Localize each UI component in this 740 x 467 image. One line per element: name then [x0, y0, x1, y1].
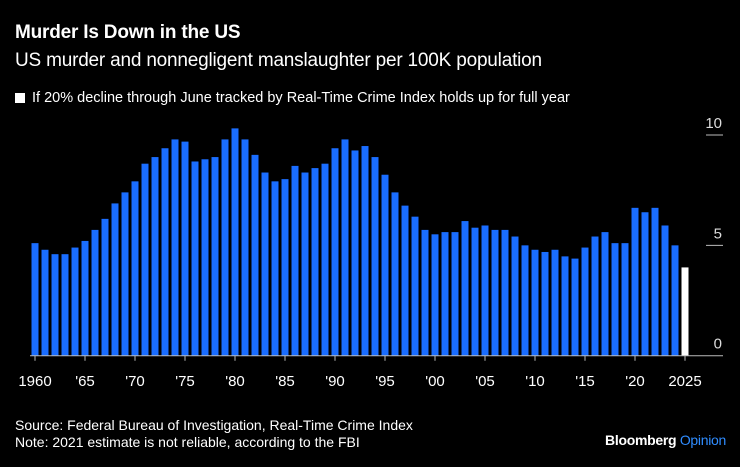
chart-subtitle: US murder and nonnegligent manslaughter … — [15, 50, 542, 71]
bar — [541, 251, 549, 356]
y-tick-label: 5 — [714, 225, 722, 242]
legend: If 20% decline through June tracked by R… — [15, 90, 570, 106]
bar — [281, 179, 289, 356]
bar — [201, 159, 209, 356]
bar — [361, 146, 369, 356]
bar — [111, 203, 119, 356]
x-tick-label: '05 — [475, 373, 495, 390]
chart-title: Murder Is Down in the US — [15, 22, 241, 43]
bar — [121, 192, 129, 356]
x-tick-label: '10 — [525, 373, 545, 390]
bar — [581, 247, 589, 356]
x-tick-label: '85 — [275, 373, 295, 390]
bar — [501, 229, 509, 356]
x-tick-label: '00 — [425, 373, 445, 390]
x-tick-label: '70 — [125, 373, 145, 390]
bar — [221, 139, 229, 356]
footnote: Note: 2021 estimate is not reliable, acc… — [15, 434, 360, 450]
bar — [321, 163, 329, 356]
bar — [671, 245, 679, 356]
bar — [561, 256, 569, 356]
bar — [371, 157, 379, 356]
bar — [441, 232, 449, 356]
bar — [531, 249, 539, 356]
bar — [311, 168, 319, 356]
bar — [431, 234, 439, 356]
bar — [141, 163, 149, 356]
bar — [351, 150, 359, 356]
bar — [601, 232, 609, 356]
legend-label: If 20% decline through June tracked by R… — [32, 90, 570, 106]
bar — [191, 161, 199, 356]
bar-projected — [681, 267, 689, 356]
bar — [451, 232, 459, 356]
bar — [641, 212, 649, 356]
x-tick-label: '65 — [75, 373, 95, 390]
bar — [591, 236, 599, 356]
bar — [31, 243, 39, 356]
bar — [161, 148, 169, 356]
bar — [651, 207, 659, 356]
bar — [51, 254, 59, 356]
logo-suffix: Opinion — [679, 432, 726, 448]
bar — [521, 245, 529, 356]
bar — [171, 139, 179, 356]
bar — [391, 192, 399, 356]
bar — [61, 254, 69, 356]
bar — [231, 128, 239, 356]
bar — [491, 229, 499, 356]
bar — [251, 154, 259, 356]
bar — [131, 181, 139, 356]
legend-swatch-projection — [15, 93, 25, 103]
bar — [621, 243, 629, 356]
x-tick-label: 1960 — [18, 373, 51, 390]
bar — [551, 249, 559, 356]
y-tick-label: 10 — [705, 115, 722, 132]
bar — [291, 165, 299, 356]
bar — [341, 139, 349, 356]
bloomberg-opinion-logo: Bloomberg Opinion — [605, 432, 726, 448]
bar — [71, 247, 79, 356]
bar — [611, 243, 619, 356]
bar — [81, 240, 89, 356]
bar — [331, 148, 339, 356]
x-tick-label: 2025 — [668, 373, 701, 390]
bar — [661, 225, 669, 356]
bar — [41, 249, 49, 356]
bar — [91, 229, 99, 356]
logo-brand: Bloomberg — [605, 432, 677, 448]
x-tick-label: '20 — [625, 373, 645, 390]
x-tick-label: '15 — [575, 373, 595, 390]
bar — [271, 181, 279, 356]
bar — [241, 139, 249, 356]
bar — [481, 225, 489, 356]
x-tick-label: '75 — [175, 373, 195, 390]
bar — [211, 157, 219, 356]
x-tick-label: '90 — [325, 373, 345, 390]
bar — [401, 205, 409, 356]
bar — [421, 229, 429, 356]
bar — [511, 236, 519, 356]
bar — [381, 174, 389, 356]
bar — [631, 207, 639, 356]
y-tick-label: 0 — [714, 336, 722, 353]
bar — [571, 258, 579, 356]
bar — [151, 157, 159, 356]
bar — [261, 172, 269, 356]
x-tick-label: '95 — [375, 373, 395, 390]
source-note: Source: Federal Bureau of Investigation,… — [15, 417, 413, 433]
bar — [181, 141, 189, 356]
bar — [461, 221, 469, 356]
bar — [301, 172, 309, 356]
bar — [101, 218, 109, 356]
bar — [411, 216, 419, 356]
x-tick-label: '80 — [225, 373, 245, 390]
bar — [471, 227, 479, 356]
